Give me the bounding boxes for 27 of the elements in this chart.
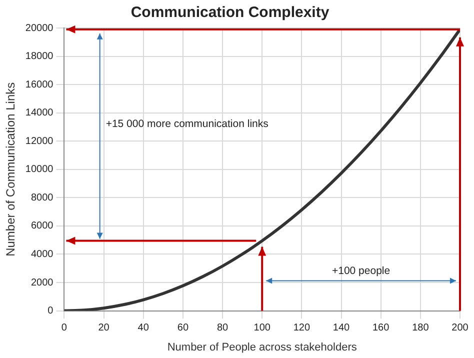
y-tick-label: 2000 <box>30 277 54 288</box>
x-axis-title: Number of People across stakeholders <box>167 341 358 354</box>
chart-title: Communication Complexity <box>130 4 330 22</box>
x-tick-label: 20 <box>98 322 110 334</box>
x-tick-label: 160 <box>372 322 390 334</box>
x-tick-label: 120 <box>293 322 310 334</box>
x-tick-label: 180 <box>412 322 430 334</box>
x-tick-label: 100 <box>254 322 271 334</box>
x-tick-label: 0 <box>61 322 68 334</box>
annotation: +15 000 more communication links <box>106 118 268 130</box>
y-tick-label: 16000 <box>25 79 54 90</box>
y-tick-label: 4000 <box>30 248 54 260</box>
y-tick-label: 20000 <box>25 22 54 34</box>
y-tick-label: 0 <box>48 306 54 317</box>
annotation: +100 people <box>332 264 390 277</box>
x-tick-label: 40 <box>138 322 150 334</box>
x-tick-label: 200 <box>452 322 469 334</box>
y-tick-label: 6000 <box>30 220 54 232</box>
x-tick-label: 80 <box>216 322 229 334</box>
y-tick-label: 10000 <box>25 164 54 176</box>
y-tick-label: 8000 <box>30 192 54 204</box>
y-tick-label: 14000 <box>25 108 54 119</box>
x-tick-label: 140 <box>332 322 350 334</box>
x-tick-label: 60 <box>177 322 189 334</box>
y-tick-label: 18000 <box>25 51 54 62</box>
y-tick-label: 12000 <box>25 136 54 147</box>
y-axis-title: Number of Communication Links <box>4 82 18 256</box>
